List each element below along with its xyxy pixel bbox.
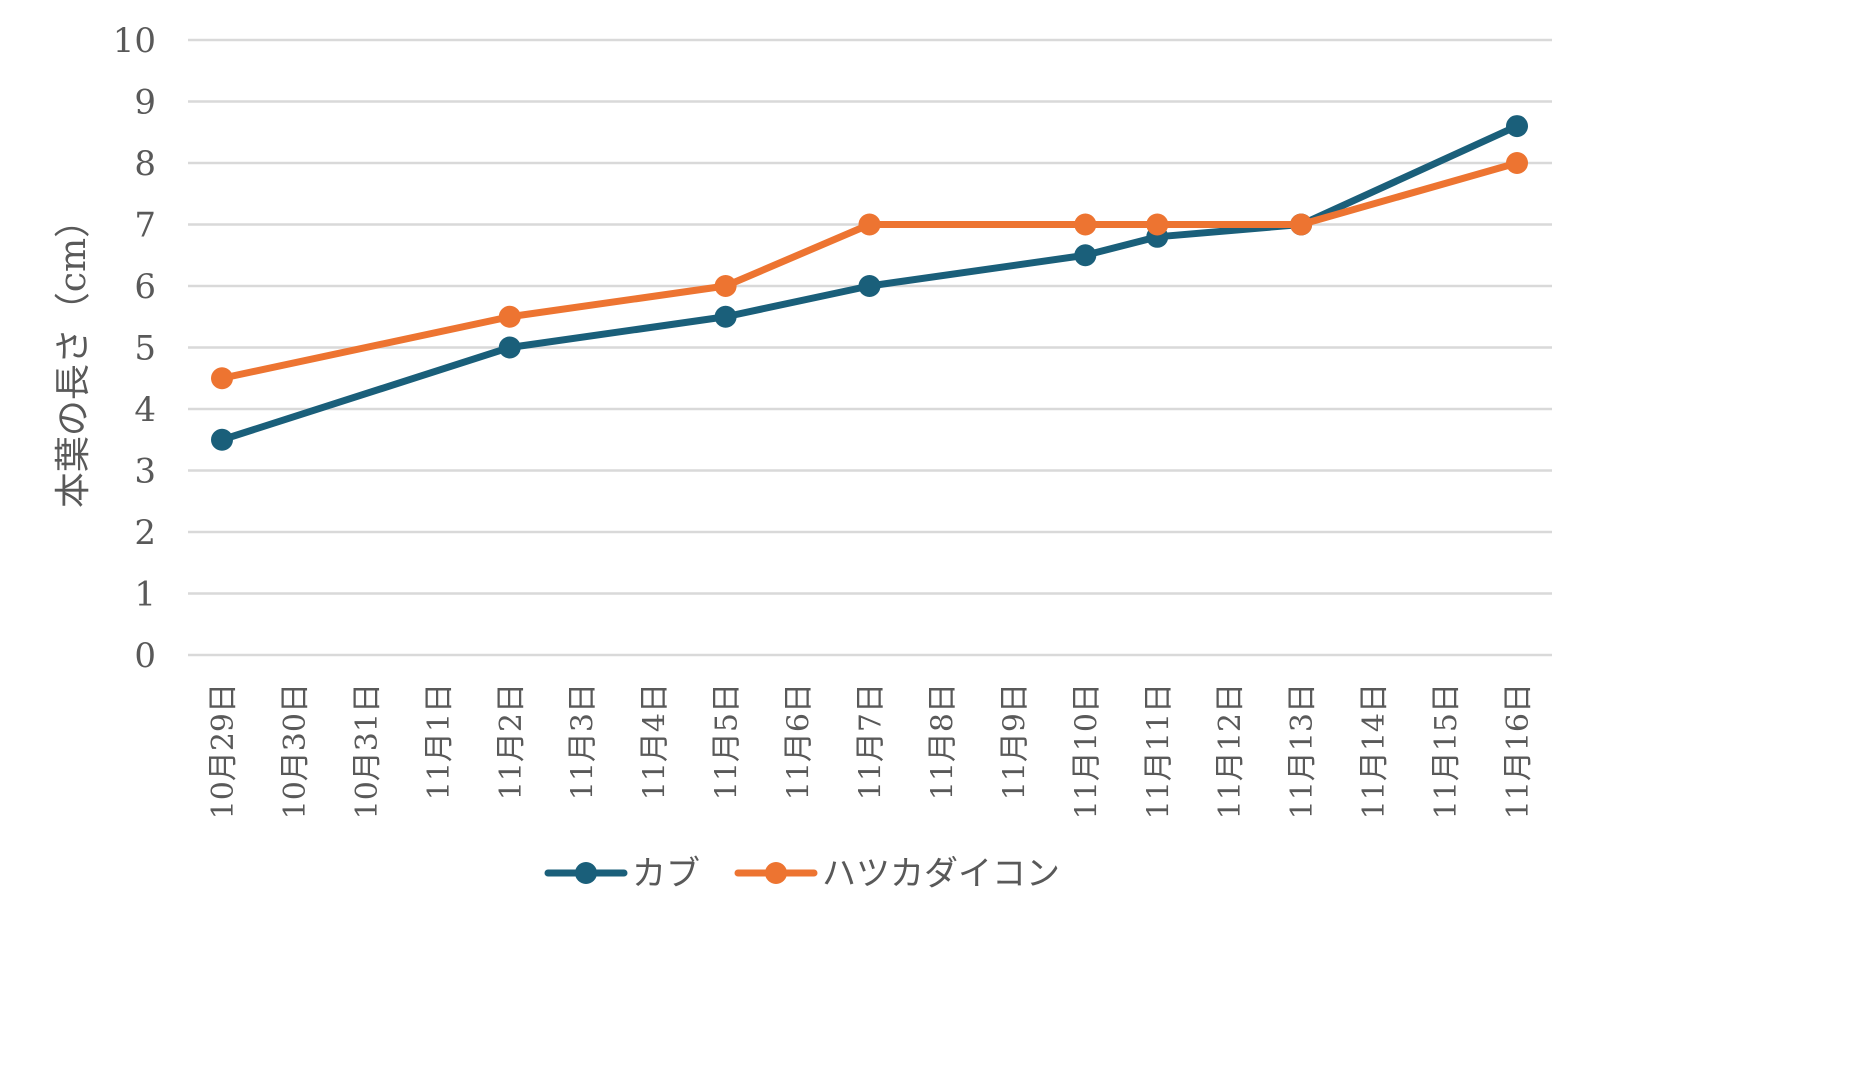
- data-point: [211, 367, 233, 390]
- y-tick-label: 7: [134, 206, 156, 246]
- data-point: [498, 336, 521, 359]
- y-tick-label: 8: [134, 144, 156, 184]
- x-tick-label: 11月12日: [1213, 683, 1248, 819]
- x-tick-label: 11月8日: [925, 683, 960, 800]
- gridlines: [188, 38, 1552, 657]
- series-line: [218, 159, 1521, 382]
- legend-swatch-marker: [765, 862, 787, 884]
- legend-swatch-marker: [575, 862, 597, 884]
- data-point: [714, 275, 737, 297]
- x-tick-label: 10月30日: [278, 683, 313, 819]
- x-tick-label: 10月31日: [350, 683, 385, 819]
- x-tick-label: 11月15日: [1429, 683, 1464, 819]
- legend-entry: カブ: [544, 854, 700, 894]
- data-point: [1506, 115, 1528, 138]
- y-tick-label: 10: [113, 21, 156, 61]
- data-point: [1074, 213, 1097, 236]
- x-tick-label: 10月29日: [206, 683, 241, 819]
- y-axis-title: 本葉の長さ（cm）: [53, 202, 94, 508]
- x-tick-label: 11月10日: [1069, 683, 1104, 819]
- series-lines: [211, 115, 1528, 451]
- data-point: [1506, 152, 1528, 174]
- data-point: [1074, 244, 1097, 267]
- x-tick-label: 11月13日: [1285, 683, 1320, 819]
- y-tick-label: 4: [134, 390, 156, 430]
- y-tick-label: 1: [134, 575, 156, 615]
- data-point: [858, 275, 881, 297]
- series-2: [211, 152, 1528, 390]
- y-tick-label: 2: [134, 513, 156, 553]
- data-point: [858, 213, 881, 236]
- data-point: [498, 305, 521, 328]
- x-tick-label: 11月7日: [854, 683, 889, 800]
- data-point: [1146, 213, 1169, 236]
- data-point: [714, 305, 737, 328]
- y-tick-label: 0: [134, 636, 156, 676]
- x-tick-label: 11月6日: [782, 683, 817, 800]
- legend-label: カブ: [632, 854, 700, 894]
- x-tick-label: 11月11日: [1141, 683, 1176, 819]
- x-axis-tick-labels: 10月29日 10月30日 10月31日 11月1日 11月2日 11月3日 11月4日 11…: [206, 683, 1536, 819]
- y-axis-tick-labels: 0 1 2 3 4 5 6 7 8 9 10: [113, 21, 156, 676]
- legend-label: ハツカダイコン: [822, 854, 1060, 894]
- x-tick-label: 11月14日: [1357, 683, 1392, 819]
- x-tick-label: 11月3日: [566, 683, 601, 800]
- x-tick-label: 11月5日: [710, 683, 745, 800]
- data-point: [1290, 213, 1313, 236]
- legend-entry: ハツカダイコン: [734, 854, 1060, 894]
- x-tick-label: 11月4日: [638, 683, 673, 800]
- x-tick-label: 11月9日: [997, 683, 1032, 800]
- x-tick-label: 11月2日: [494, 683, 529, 800]
- y-tick-label: 3: [134, 452, 156, 492]
- y-tick-label: 6: [134, 267, 156, 307]
- data-point: [211, 428, 233, 451]
- x-tick-label: 11月1日: [422, 683, 457, 800]
- x-tick-label: 11月16日: [1501, 683, 1536, 819]
- y-tick-label: 5: [134, 329, 156, 369]
- series-1: [211, 115, 1528, 451]
- legend: カブ ハツカダイコン: [544, 854, 1060, 894]
- y-tick-label: 9: [134, 83, 156, 123]
